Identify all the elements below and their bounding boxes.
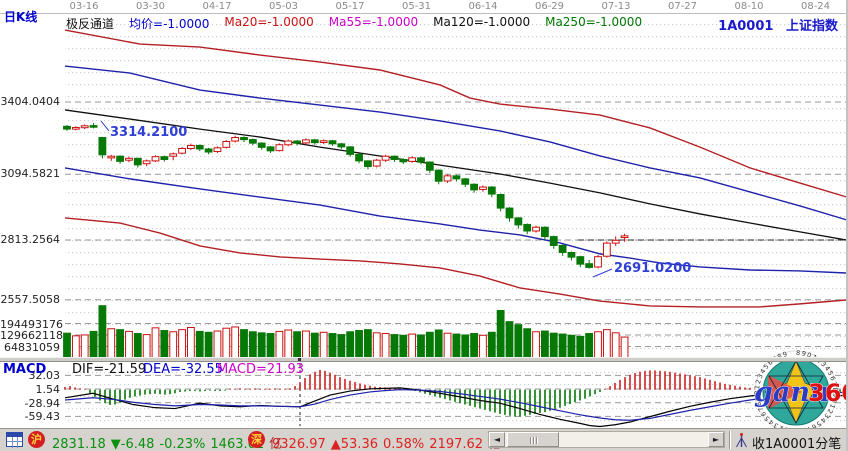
statusbar-divider — [729, 431, 731, 449]
date-label: 08-10 — [734, 1, 764, 12]
svg-text:gann: gann — [754, 377, 830, 408]
thumb-grip — [533, 437, 535, 444]
sh-change: ▼-6.48 — [110, 437, 155, 451]
macd-axis-label: -28.94 — [24, 396, 60, 410]
tick-feed-status[interactable]: 收1A0001分笔 — [752, 437, 842, 451]
horizontal-scrollbar[interactable]: ◄ ► — [488, 431, 725, 448]
indicator-value: Ma55=-1.0000 — [328, 15, 419, 29]
date-label: 08-24 — [800, 1, 831, 12]
sh-index: 2831.18 — [52, 437, 106, 451]
price-axis-label: 2813.2564 — [0, 233, 61, 247]
sz-change: ▲53.36 — [330, 437, 378, 451]
volume-axis-label: 129662118 — [0, 329, 63, 342]
date-label: 06-29 — [534, 1, 565, 12]
date-label: 04-17 — [202, 1, 232, 12]
volume-axis-label: 194493176 — [0, 317, 63, 331]
price-axis-label: 2557.5058 — [0, 292, 61, 306]
macd-title[interactable]: MACD — [3, 362, 47, 377]
date-label: 03-16 — [69, 1, 99, 12]
quote-table-icon-bar — [7, 433, 22, 437]
icon-line — [12, 437, 13, 448]
symbol-label: 1A0001 上证指数 — [718, 15, 838, 34]
macd-axis-label: 1.54 — [35, 383, 61, 396]
thumb-grip — [536, 437, 538, 444]
scroll-thumb[interactable] — [507, 432, 559, 447]
date-label: 07-13 — [601, 1, 631, 12]
shenzhen-badge-icon[interactable]: 深 — [248, 431, 265, 448]
date-label: 07-27 — [667, 1, 698, 12]
macd-axis-label: 32.03 — [28, 369, 61, 383]
sz-amount: 2197.62 — [429, 437, 484, 451]
cursor-tick — [298, 358, 301, 361]
volume-bars — [63, 305, 629, 359]
indicator-value: Ma250=-1.0000 — [545, 15, 643, 29]
gann360-logo: 8901234567890123456789012345678901234567… — [753, 349, 848, 435]
annotation-low: 2691.0200 — [614, 261, 692, 276]
icon-line — [7, 441, 22, 442]
indicator-row: 极反通道 均价=-1.0000 Ma20=-1.0000 Ma55=-1.0000 M… — [66, 15, 642, 32]
indicator-value: Ma20=-1.0000 — [224, 15, 314, 29]
annotation-pointers — [100, 120, 613, 278]
indicator-value: Ma120=-1.0000 — [433, 15, 531, 29]
sh-pct: -0.23% — [159, 437, 206, 451]
volume-axis-label: 64831059 — [4, 340, 60, 354]
scroll-left-button[interactable]: ◄ — [489, 432, 505, 447]
sz-index: 9326.97 — [272, 437, 326, 451]
shanghai-badge-icon[interactable]: 沪 — [28, 431, 45, 448]
shenzhen-quote[interactable]: 9326.97 ▲53.36 0.58% 2197.62 亿 — [272, 433, 501, 451]
date-label: 03-30 — [135, 1, 166, 12]
candles — [63, 122, 629, 269]
indicator-value: 均价=-1.0000 — [129, 17, 210, 31]
annotation-high: 3314.2100 — [110, 125, 188, 140]
scroll-right-button[interactable]: ► — [708, 432, 724, 447]
macd-dea-value: DEA=-32.55 — [143, 362, 223, 377]
svg-text:360: 360 — [808, 379, 848, 407]
channel-lines — [64, 29, 846, 308]
date-label: 06-14 — [468, 1, 498, 12]
status-bar: 沪 2831.18 ▼-6.48 -0.23% 1463.01 亿 深 9326.97 ▲… — [0, 428, 846, 451]
macd-axis-label: -59.43 — [24, 410, 60, 424]
macd-hist-value: MACD=21.93 — [217, 362, 305, 377]
symbol-name: 上证指数 — [785, 19, 838, 34]
shanghai-quote[interactable]: 2831.18 ▼-6.48 -0.23% 1463.01 亿 — [52, 433, 282, 451]
thumb-grip — [530, 437, 532, 444]
symbol-code: 1A0001 — [718, 19, 774, 34]
quote-table-icon[interactable] — [6, 432, 23, 448]
indicator-name: 极反通道 — [66, 17, 115, 31]
icon-line — [17, 437, 18, 448]
date-axis: 03-16 03-30 04-17 05-03 05-17 05-31 06-14 06-29… — [0, 0, 846, 14]
chart-type-label: 日K线 — [4, 10, 38, 24]
price-axis-label: 3094.5821 — [0, 167, 61, 181]
date-label: 05-31 — [401, 1, 432, 12]
price-axis-label: 3404.0404 — [0, 95, 61, 108]
sz-pct: 0.58% — [382, 437, 425, 451]
indicator-values: 均价=-1.0000 Ma20=-1.0000 Ma55=-1.0000 Ma120=… — [129, 15, 642, 32]
macd-dif-value: DIF=-21.59 — [72, 362, 147, 377]
pane-splitter[interactable] — [0, 357, 846, 362]
date-label: 05-17 — [335, 1, 365, 12]
sh-unit: 亿 — [269, 437, 283, 451]
antenna-icon — [735, 432, 748, 451]
date-label: 05-03 — [268, 1, 299, 12]
